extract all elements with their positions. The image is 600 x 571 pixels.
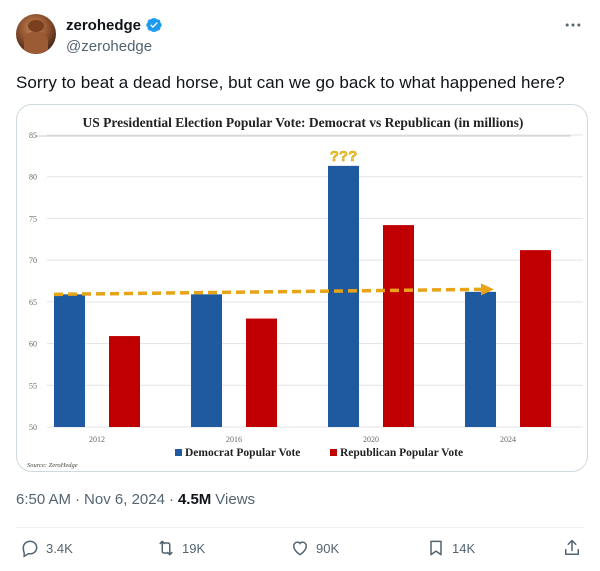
legend: Democrat Popular Vote Republican Popular … xyxy=(175,447,463,459)
bookmark-button[interactable]: 14K xyxy=(426,538,475,558)
author-name-row: zerohedge xyxy=(66,16,163,34)
annotation-layer: ??? xyxy=(53,148,494,297)
legend-swatch xyxy=(175,449,182,456)
chart-source: Source: ZeroHedge xyxy=(27,462,78,469)
avatar[interactable] xyxy=(16,14,56,54)
divider xyxy=(16,527,584,528)
retweet-icon xyxy=(159,540,173,556)
bookmark-count: 14K xyxy=(452,540,476,556)
tweet-date[interactable]: Nov 6, 2024 xyxy=(84,491,165,508)
like-button[interactable]: 90K xyxy=(290,538,339,558)
legend-swatch xyxy=(330,449,337,456)
tweet-meta: 6:50 AM · Nov 6, 2024 · 4.5M Views xyxy=(16,491,255,508)
display-name[interactable]: zerohedge xyxy=(66,16,142,34)
y-tick-label: 65 xyxy=(29,298,37,307)
tweet-text: Sorry to beat a dead horse, but can we g… xyxy=(16,73,565,92)
retweet-button[interactable]: 19K xyxy=(156,538,205,558)
meta-separator: · xyxy=(75,491,81,508)
x-tick-label: 2024 xyxy=(500,435,516,444)
x-tick-label: 2016 xyxy=(226,435,242,444)
more-options-button[interactable] xyxy=(560,12,586,38)
more-dots-icon xyxy=(565,23,581,27)
like-count: 90K xyxy=(316,540,340,556)
y-tick-label: 60 xyxy=(29,340,37,349)
bar-republican-2024 xyxy=(520,250,551,427)
action-bar: 3.4K 19K 90K 14K xyxy=(0,538,600,564)
bar-republican-2016 xyxy=(246,318,277,427)
meta-separator-2: · xyxy=(168,491,174,508)
trend-arrow-line xyxy=(53,287,483,297)
reply-icon xyxy=(22,540,38,558)
x-tick-label: 2020 xyxy=(363,435,379,444)
verified-badge-icon xyxy=(146,18,162,32)
author-handle[interactable]: @zerohedge xyxy=(66,38,153,55)
y-tick-label: 80 xyxy=(29,173,37,182)
y-tick-label: 50 xyxy=(29,423,37,432)
y-tick-label: 85 xyxy=(29,131,37,140)
bar-republican-2020 xyxy=(383,225,414,427)
y-tick-label: 75 xyxy=(29,214,37,223)
question-marks-annotation: ??? xyxy=(330,148,358,165)
reply-count: 3.4K xyxy=(46,540,73,556)
legend-label: Republican Popular Vote xyxy=(340,447,463,459)
bar-republican-2012 xyxy=(109,336,140,427)
tweet-media-chart[interactable]: US Presidential Election Popular Vote: D… xyxy=(16,104,588,472)
heart-icon xyxy=(292,541,308,556)
share-icon xyxy=(565,539,579,555)
bar-democrat-2012 xyxy=(54,294,85,427)
y-tick-label: 55 xyxy=(29,381,37,390)
retweet-count: 19K xyxy=(182,540,206,556)
legend-label: Democrat Popular Vote xyxy=(185,447,300,459)
chart: US Presidential Election Popular Vote: D… xyxy=(27,115,583,469)
views-label: Views xyxy=(215,491,256,508)
bar-democrat-2016 xyxy=(191,294,222,427)
reply-button[interactable]: 3.4K xyxy=(20,538,73,558)
share-button[interactable] xyxy=(562,538,582,558)
tweet-time[interactable]: 6:50 AM xyxy=(16,491,72,508)
bar-democrat-2020 xyxy=(328,165,359,427)
views-count: 4.5M xyxy=(177,491,212,508)
x-tick-label: 2012 xyxy=(89,435,105,444)
y-tick-label: 70 xyxy=(29,256,37,265)
bookmark-icon xyxy=(430,540,442,556)
bar-democrat-2024 xyxy=(465,291,496,427)
chart-title: US Presidential Election Popular Vote: D… xyxy=(83,115,524,130)
trend-arrow-head xyxy=(481,283,494,296)
bars-layer: 2012 2016 2020 2024 xyxy=(54,165,551,444)
